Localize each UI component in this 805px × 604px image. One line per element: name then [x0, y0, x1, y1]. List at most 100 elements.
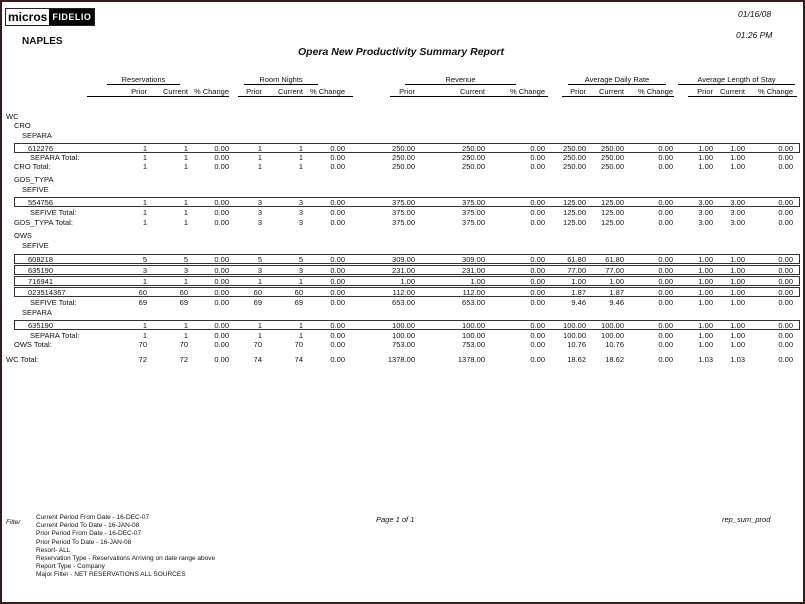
row-label: SEPARA Total:: [30, 331, 80, 340]
detail-row-box: [14, 143, 800, 153]
row-value: 3: [257, 208, 262, 217]
row-value: 3: [298, 198, 303, 207]
filter-item: Report Type - Company: [36, 563, 105, 571]
row-value: 1: [142, 277, 147, 286]
row-value: 1.00: [698, 153, 713, 162]
row-value: 1.00: [470, 277, 485, 286]
row-value: 1.00: [730, 298, 745, 307]
row-value: 1: [183, 218, 188, 227]
row-value: 1.00: [698, 266, 713, 275]
row-value: 0.00: [658, 355, 673, 364]
report-title: Opera New Productivity Summary Report: [298, 46, 504, 58]
detail-row-box: [14, 287, 800, 297]
column-header: Current: [162, 87, 188, 96]
row-value: 1.87: [609, 288, 624, 297]
row-value: 0.00: [530, 255, 545, 264]
page-number: Page 1 of 1: [376, 515, 415, 524]
row-value: 1: [183, 331, 188, 340]
row-value: 0.00: [214, 277, 229, 286]
row-value: 3.00: [698, 218, 713, 227]
row-value: 60: [294, 288, 303, 297]
header-rule: [562, 96, 674, 97]
filter-list: Current Period From Date - 16-DEC-07 Curr…: [36, 514, 215, 580]
row-value: 1.00: [609, 277, 624, 286]
row-value: 1.00: [698, 255, 713, 264]
row-value: 0.00: [330, 153, 345, 162]
row-value: 1: [142, 162, 147, 171]
report-id: rep_sum_prod: [722, 515, 771, 524]
row-value: 250.00: [392, 153, 415, 162]
row-value: 0.00: [214, 153, 229, 162]
row-label: CRO Total:: [14, 162, 51, 171]
group-label: WC: [6, 112, 19, 121]
row-value: 10.76: [605, 340, 624, 349]
row-value: 1.00: [730, 331, 745, 340]
row-value: 70: [138, 340, 147, 349]
row-value: 1: [142, 153, 147, 162]
filter-item: Resort- ALL: [36, 546, 71, 554]
row-value: 10.76: [567, 340, 586, 349]
row-label: SEFIVE Total:: [30, 298, 77, 307]
row-value: 375.00: [462, 198, 485, 207]
row-value: 69: [179, 298, 188, 307]
row-value: 1: [257, 162, 262, 171]
row-value: 309.00: [392, 255, 415, 264]
group-label: SEFIVE: [22, 185, 49, 194]
group-label: OWS: [14, 231, 32, 240]
row-value: 0.00: [658, 331, 673, 340]
row-value: 3: [183, 266, 188, 275]
row-label: 612276: [28, 144, 54, 153]
row-value: 375.00: [462, 208, 485, 217]
row-value: 0.00: [330, 321, 345, 330]
header-rule: [688, 96, 797, 97]
row-value: 0.00: [530, 144, 545, 153]
report-time: 01:26 PM: [736, 30, 773, 40]
row-value: 0.00: [778, 321, 793, 330]
group-label: SEPARA: [22, 131, 52, 140]
row-value: 1: [142, 198, 147, 207]
row-value: 375.00: [462, 218, 485, 227]
row-value: 753.00: [462, 340, 485, 349]
row-value: 0.00: [530, 298, 545, 307]
column-header: Current: [598, 87, 624, 96]
row-label: 608218: [28, 255, 54, 264]
row-value: 0.00: [214, 355, 229, 364]
column-group-header: Average Daily Rate: [568, 75, 666, 85]
row-value: 3.00: [698, 198, 713, 207]
row-value: 100.00: [462, 331, 485, 340]
column-header: Prior: [399, 87, 415, 96]
row-value: 0.00: [778, 355, 793, 364]
row-value: 70: [294, 340, 303, 349]
row-value: 1: [298, 144, 303, 153]
row-value: 0.00: [658, 208, 673, 217]
row-value: 1.00: [730, 162, 745, 171]
row-value: 0.00: [214, 198, 229, 207]
filter-item: Prior Period To Date - 16-JAN-08: [36, 538, 132, 546]
row-value: 0.00: [778, 288, 793, 297]
row-value: 1.00: [400, 277, 415, 286]
row-value: 0.00: [658, 298, 673, 307]
micros-fidelio-logo: micros FIDELIO: [5, 8, 96, 26]
group-label: CRO: [14, 121, 31, 130]
row-value: 1: [257, 321, 262, 330]
row-value: 60: [179, 288, 188, 297]
row-value: 0.00: [778, 144, 793, 153]
row-value: 0.00: [658, 218, 673, 227]
row-value: 0.00: [658, 340, 673, 349]
row-label: 635190: [28, 266, 54, 275]
row-value: 0.00: [330, 208, 345, 217]
row-value: 0.00: [330, 266, 345, 275]
row-value: 9.46: [609, 298, 624, 307]
row-value: 0.00: [658, 266, 673, 275]
row-value: 3.00: [730, 208, 745, 217]
row-value: 250.00: [563, 153, 586, 162]
row-value: 250.00: [601, 153, 624, 162]
row-value: 18.62: [567, 355, 586, 364]
row-value: 3: [257, 266, 262, 275]
row-value: 1: [142, 321, 147, 330]
row-value: 1: [142, 218, 147, 227]
row-value: 100.00: [563, 331, 586, 340]
row-value: 112.00: [392, 288, 415, 297]
row-value: 0.00: [778, 340, 793, 349]
row-value: 0.00: [330, 277, 345, 286]
